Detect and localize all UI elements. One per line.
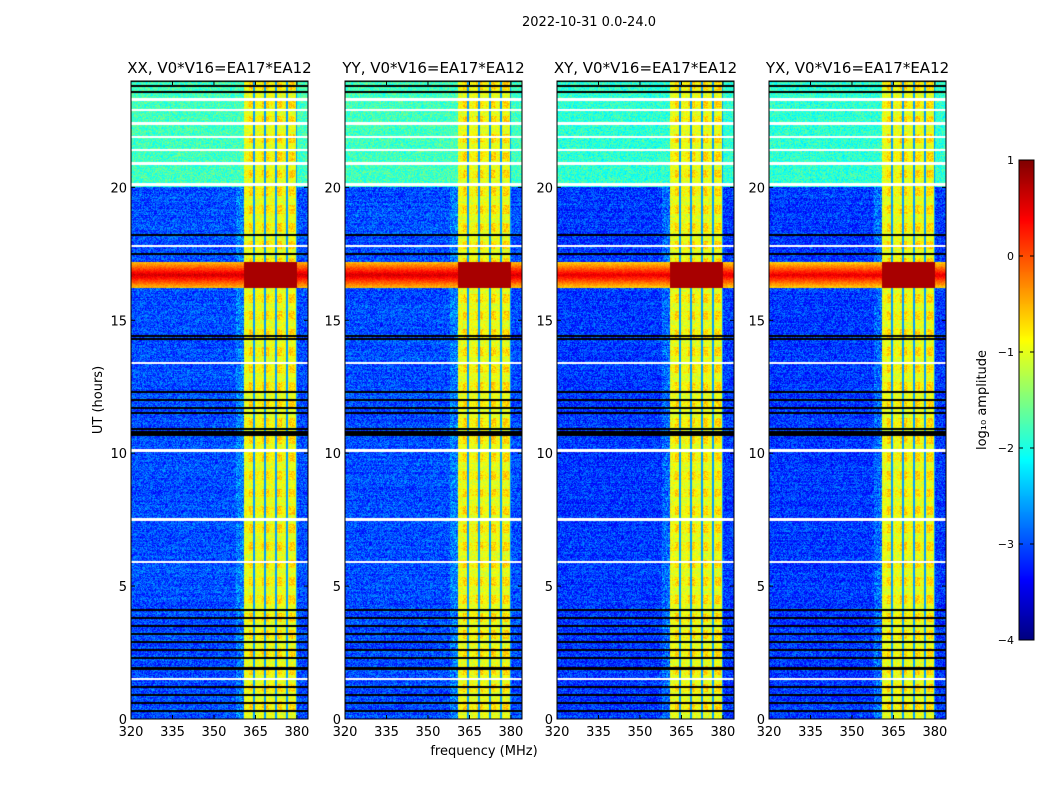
y-tick-label: 5 <box>545 580 553 595</box>
y-axis-label: UT (hours) <box>91 366 106 434</box>
y-tick-label: 20 <box>536 181 553 196</box>
x-tick-label: 380 <box>499 725 524 740</box>
panel-frame <box>344 80 523 720</box>
x-tick-label: 320 <box>757 725 782 740</box>
y-tick-label: 0 <box>757 713 765 728</box>
panel-title: XY, V0*V16=EA17*EA12 <box>554 59 737 77</box>
colorbar-tick-label: 0 <box>1007 250 1014 263</box>
y-tick-label: 10 <box>748 447 765 462</box>
panel-title: XX, V0*V16=EA17*EA12 <box>127 59 311 77</box>
x-tick-label: 350 <box>628 725 653 740</box>
y-tick-label: 5 <box>333 580 341 595</box>
y-tick-label: 5 <box>757 580 765 595</box>
x-axis-label: frequency (MHz) <box>430 744 537 759</box>
x-tick-label: 380 <box>285 725 310 740</box>
heatmap-panel-yy <box>345 81 522 719</box>
x-tick-label: 380 <box>711 725 736 740</box>
y-tick-label: 20 <box>110 181 127 196</box>
colorbar-frame <box>1018 159 1035 641</box>
colorbar-tick-label: −2 <box>998 442 1014 455</box>
y-tick-label: 15 <box>110 314 127 329</box>
heatmap-panel-xx <box>131 81 308 719</box>
x-tick-label: 350 <box>202 725 227 740</box>
x-tick-label: 365 <box>881 725 906 740</box>
heatmap-panel-yx <box>769 81 946 719</box>
y-tick-label: 0 <box>333 713 341 728</box>
x-tick-label: 365 <box>243 725 268 740</box>
y-tick-label: 10 <box>110 447 127 462</box>
panel-frame <box>556 80 735 720</box>
y-tick-label: 15 <box>748 314 765 329</box>
y-tick-label: 20 <box>748 181 765 196</box>
y-tick-label: 20 <box>324 181 341 196</box>
x-tick-label: 380 <box>923 725 948 740</box>
heatmap-panel-xy <box>557 81 734 719</box>
colorbar-tick-label: −3 <box>998 538 1014 551</box>
panel-title: YX, V0*V16=EA17*EA12 <box>765 59 949 77</box>
colorbar-label: log₁₀ amplitude <box>975 350 990 450</box>
y-tick-label: 15 <box>324 314 341 329</box>
y-tick-label: 0 <box>119 713 127 728</box>
colorbar-tick-label: −1 <box>998 346 1014 359</box>
x-tick-label: 365 <box>669 725 694 740</box>
y-tick-label: 0 <box>545 713 553 728</box>
x-tick-label: 320 <box>545 725 570 740</box>
colorbar <box>1019 160 1034 640</box>
x-tick-label: 350 <box>840 725 865 740</box>
chart-title: 2022-10-31 0.0-24.0 <box>522 15 656 30</box>
x-tick-label: 320 <box>119 725 144 740</box>
panel-title: YY, V0*V16=EA17*EA12 <box>341 59 524 77</box>
x-tick-label: 335 <box>586 725 611 740</box>
y-tick-label: 10 <box>536 447 553 462</box>
x-tick-label: 320 <box>333 725 358 740</box>
panel-frame <box>768 80 947 720</box>
x-tick-label: 335 <box>798 725 823 740</box>
x-tick-label: 350 <box>416 725 441 740</box>
y-tick-label: 10 <box>324 447 341 462</box>
y-tick-label: 15 <box>536 314 553 329</box>
x-tick-label: 335 <box>160 725 185 740</box>
y-tick-label: 5 <box>119 580 127 595</box>
panel-frame <box>130 80 309 720</box>
colorbar-tick-label: 1 <box>1007 154 1014 167</box>
x-tick-label: 335 <box>374 725 399 740</box>
colorbar-tick-label: −4 <box>998 634 1014 647</box>
x-tick-label: 365 <box>457 725 482 740</box>
